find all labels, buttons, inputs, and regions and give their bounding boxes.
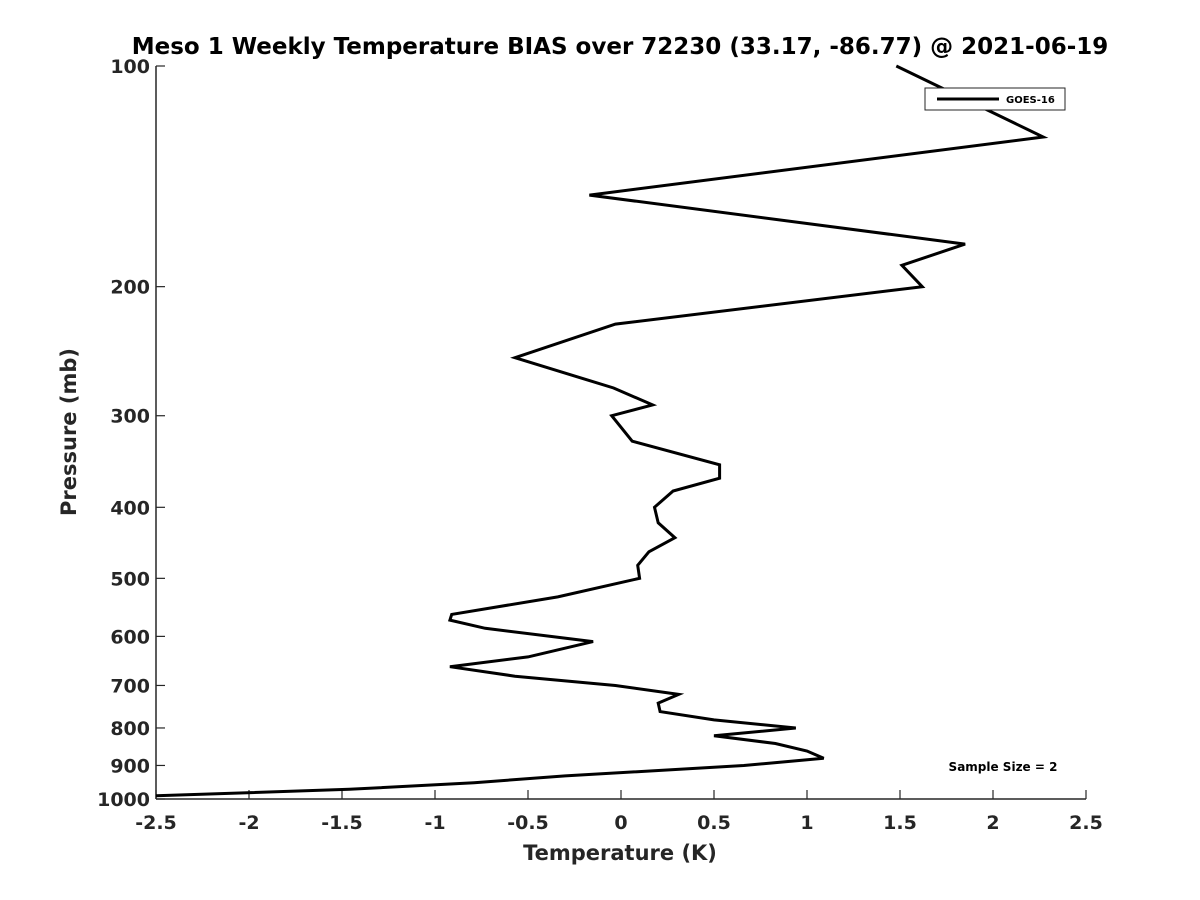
x-tick-label: 1.5: [883, 812, 917, 834]
x-tick-label: -1.5: [321, 812, 363, 834]
x-tick-label: 2.5: [1069, 812, 1103, 834]
x-tick-label: 0.5: [697, 812, 731, 834]
sample-size-annotation: Sample Size = 2: [949, 760, 1058, 774]
chart-title: Meso 1 Weekly Temperature BIAS over 7223…: [132, 34, 1109, 60]
y-tick-label: 800: [110, 718, 150, 740]
y-tick-label: 300: [110, 406, 150, 428]
y-tick-label: 500: [110, 568, 150, 590]
plot-area: [156, 64, 1049, 798]
legend-label: GOES-16: [1006, 95, 1055, 106]
y-tick-label: 100: [110, 56, 150, 78]
x-tick-label: 2: [986, 812, 999, 834]
x-tick-label: 1: [800, 812, 813, 834]
y-axis-label: Pressure (mb): [57, 348, 81, 516]
x-axis-label: Temperature (K): [523, 841, 717, 865]
x-tick-label: -2: [238, 812, 259, 834]
x-tick-label: -2.5: [135, 812, 177, 834]
legend: GOES-16: [924, 87, 1066, 111]
x-tick-label: 0: [614, 812, 627, 834]
series-line-goes-16: [156, 64, 1049, 798]
x-tick-label: -1: [424, 812, 445, 834]
y-tick-label: 600: [110, 626, 150, 648]
y-tick-label: 1000: [97, 789, 150, 811]
y-tick-label: 900: [110, 755, 150, 777]
y-tick-label: 400: [110, 497, 150, 519]
x-tick-label: -0.5: [507, 812, 549, 834]
y-tick-label: 700: [110, 675, 150, 697]
axes: -2.5 -2 -1.5 -1 -0.5 0 0.5 1 1.5 2 2.5 100 200 300 400…: [97, 56, 1103, 834]
y-tick-label: 200: [110, 277, 150, 299]
